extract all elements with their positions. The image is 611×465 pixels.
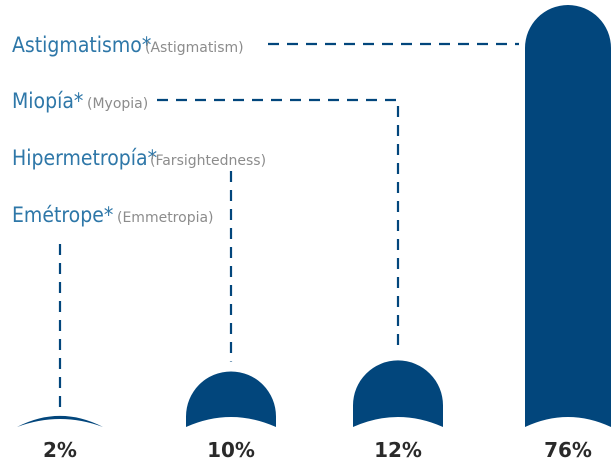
value-labels: 2% 10% 12% 76%: [43, 438, 592, 462]
legend-label-astigmatismo: Astigmatismo*: [12, 33, 151, 57]
value-label-astigmatismo: 76%: [544, 438, 592, 462]
bar-hipermetropia: [186, 371, 276, 427]
bar-astigmatismo: [525, 5, 611, 427]
value-label-miopia: 12%: [374, 438, 422, 462]
leader-lines: [58, 42, 519, 412]
legend-label-emetrope: Emétrope*: [12, 203, 113, 227]
legend-alt-hipermetropia: (Farsightedness): [150, 153, 266, 169]
legend-label-miopia: Miopía*: [12, 89, 83, 113]
bar-miopia: [353, 360, 443, 427]
legend-alt-miopia: (Myopia): [87, 96, 148, 112]
value-label-emetrope: 2%: [43, 438, 77, 462]
bar-emetrope: [17, 415, 103, 427]
bars: [17, 5, 611, 427]
leader-line-miopia: [157, 98, 400, 351]
legend-label-hipermetropia: Hipermetropía*: [12, 146, 157, 170]
value-label-hipermetropia: 10%: [207, 438, 255, 462]
legend-alt-astigmatismo: (Astigmatism): [145, 40, 244, 56]
legend: Emétrope* (Emmetropia) Hipermetropía* (F…: [12, 33, 266, 227]
legend-alt-emetrope: (Emmetropia): [117, 210, 214, 226]
